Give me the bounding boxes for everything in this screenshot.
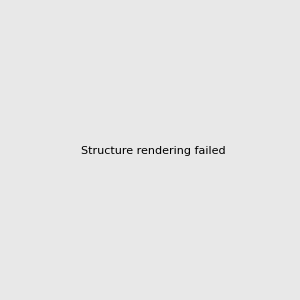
Text: Structure rendering failed: Structure rendering failed <box>81 146 226 157</box>
